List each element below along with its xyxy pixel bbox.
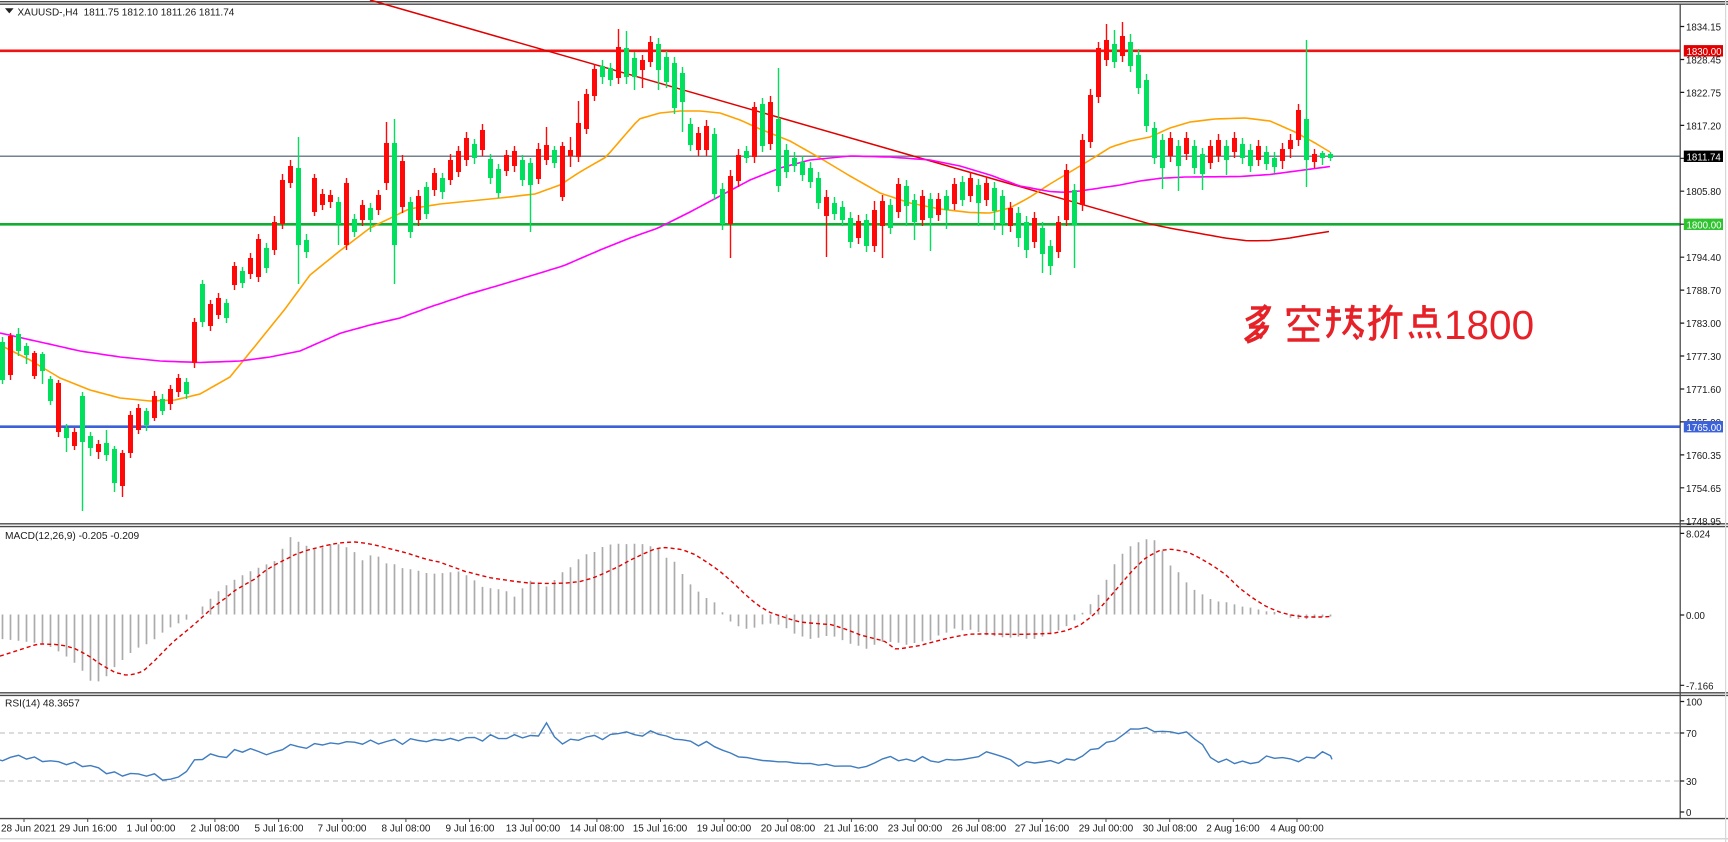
svg-text:1828.45: 1828.45 xyxy=(1686,56,1721,67)
svg-text:8 Jul 08:00: 8 Jul 08:00 xyxy=(382,824,431,835)
svg-text:2 Aug 16:00: 2 Aug 16:00 xyxy=(1206,824,1260,835)
svg-text:1830.00: 1830.00 xyxy=(1687,47,1723,58)
svg-text:1822.75: 1822.75 xyxy=(1686,88,1721,99)
svg-text:21 Jul 16:00: 21 Jul 16:00 xyxy=(824,824,879,835)
svg-text:100: 100 xyxy=(1686,698,1703,709)
svg-text:1834.15: 1834.15 xyxy=(1686,23,1721,34)
svg-text:1794.40: 1794.40 xyxy=(1686,253,1722,264)
svg-text:29 Jun 16:00: 29 Jun 16:00 xyxy=(59,824,117,835)
svg-text:14 Jul 08:00: 14 Jul 08:00 xyxy=(570,824,625,835)
svg-text:8.024: 8.024 xyxy=(1686,529,1711,540)
svg-text:1777.30: 1777.30 xyxy=(1686,352,1722,363)
svg-text:RSI(14) 48.3657: RSI(14) 48.3657 xyxy=(5,699,80,710)
svg-text:15 Jul 16:00: 15 Jul 16:00 xyxy=(633,824,688,835)
svg-text:1811.74: 1811.74 xyxy=(1687,153,1722,164)
svg-text:13 Jul 00:00: 13 Jul 00:00 xyxy=(506,824,561,835)
svg-text:28 Jun 2021: 28 Jun 2021 xyxy=(1,824,56,835)
svg-text:1760.35: 1760.35 xyxy=(1686,451,1721,462)
svg-text:1800: 1800 xyxy=(1444,302,1534,348)
svg-text:4 Aug 00:00: 4 Aug 00:00 xyxy=(1270,824,1324,835)
svg-text:XAUUSD-,H4 1811.75 1812.10 18: XAUUSD-,H4 1811.75 1812.10 1811.26 1811.… xyxy=(18,7,235,18)
svg-text:23 Jul 00:00: 23 Jul 00:00 xyxy=(888,824,943,835)
svg-text:20 Jul 08:00: 20 Jul 08:00 xyxy=(761,824,816,835)
svg-text:9 Jul 16:00: 9 Jul 16:00 xyxy=(446,824,495,835)
svg-text:1 Jul 00:00: 1 Jul 00:00 xyxy=(127,824,176,835)
svg-text:30 Jul 08:00: 30 Jul 08:00 xyxy=(1143,824,1198,835)
svg-text:19 Jul 00:00: 19 Jul 00:00 xyxy=(697,824,752,835)
svg-text:70: 70 xyxy=(1686,729,1697,740)
svg-text:1805.80: 1805.80 xyxy=(1686,187,1722,198)
svg-text:2 Jul 08:00: 2 Jul 08:00 xyxy=(191,824,240,835)
svg-text:7 Jul 00:00: 7 Jul 00:00 xyxy=(318,824,367,835)
svg-text:26 Jul 08:00: 26 Jul 08:00 xyxy=(952,824,1007,835)
svg-text:5 Jul 16:00: 5 Jul 16:00 xyxy=(255,824,304,835)
svg-text:-7.166: -7.166 xyxy=(1686,681,1713,692)
svg-text:0.00: 0.00 xyxy=(1686,611,1705,622)
svg-text:1800.00: 1800.00 xyxy=(1687,221,1723,232)
svg-text:MACD(12,26,9) -0.205 -0.209: MACD(12,26,9) -0.205 -0.209 xyxy=(5,531,140,542)
svg-text:1817.20: 1817.20 xyxy=(1686,121,1722,132)
svg-text:0: 0 xyxy=(1686,808,1692,819)
svg-text:29 Jul 00:00: 29 Jul 00:00 xyxy=(1079,824,1134,835)
svg-text:1765.00: 1765.00 xyxy=(1687,423,1723,434)
svg-text:27 Jul 16:00: 27 Jul 16:00 xyxy=(1015,824,1070,835)
svg-text:30: 30 xyxy=(1686,777,1697,788)
svg-text:1754.65: 1754.65 xyxy=(1686,484,1721,495)
svg-text:1788.70: 1788.70 xyxy=(1686,286,1722,297)
svg-text:1748.95: 1748.95 xyxy=(1686,517,1721,528)
svg-text:1771.60: 1771.60 xyxy=(1686,385,1722,396)
svg-text:1783.00: 1783.00 xyxy=(1686,319,1722,330)
